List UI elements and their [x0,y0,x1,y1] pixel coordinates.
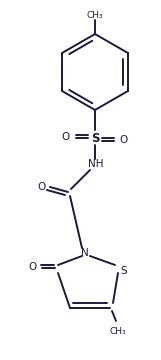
Text: O: O [28,261,36,271]
Text: CH₃: CH₃ [110,327,126,336]
Text: N: N [81,248,89,258]
Text: O: O [62,131,70,141]
Text: O: O [120,135,128,144]
Text: CH₃: CH₃ [87,10,103,19]
Text: S: S [121,266,127,276]
Text: O: O [37,182,45,192]
Text: S: S [91,131,99,144]
Text: NH: NH [88,159,104,169]
